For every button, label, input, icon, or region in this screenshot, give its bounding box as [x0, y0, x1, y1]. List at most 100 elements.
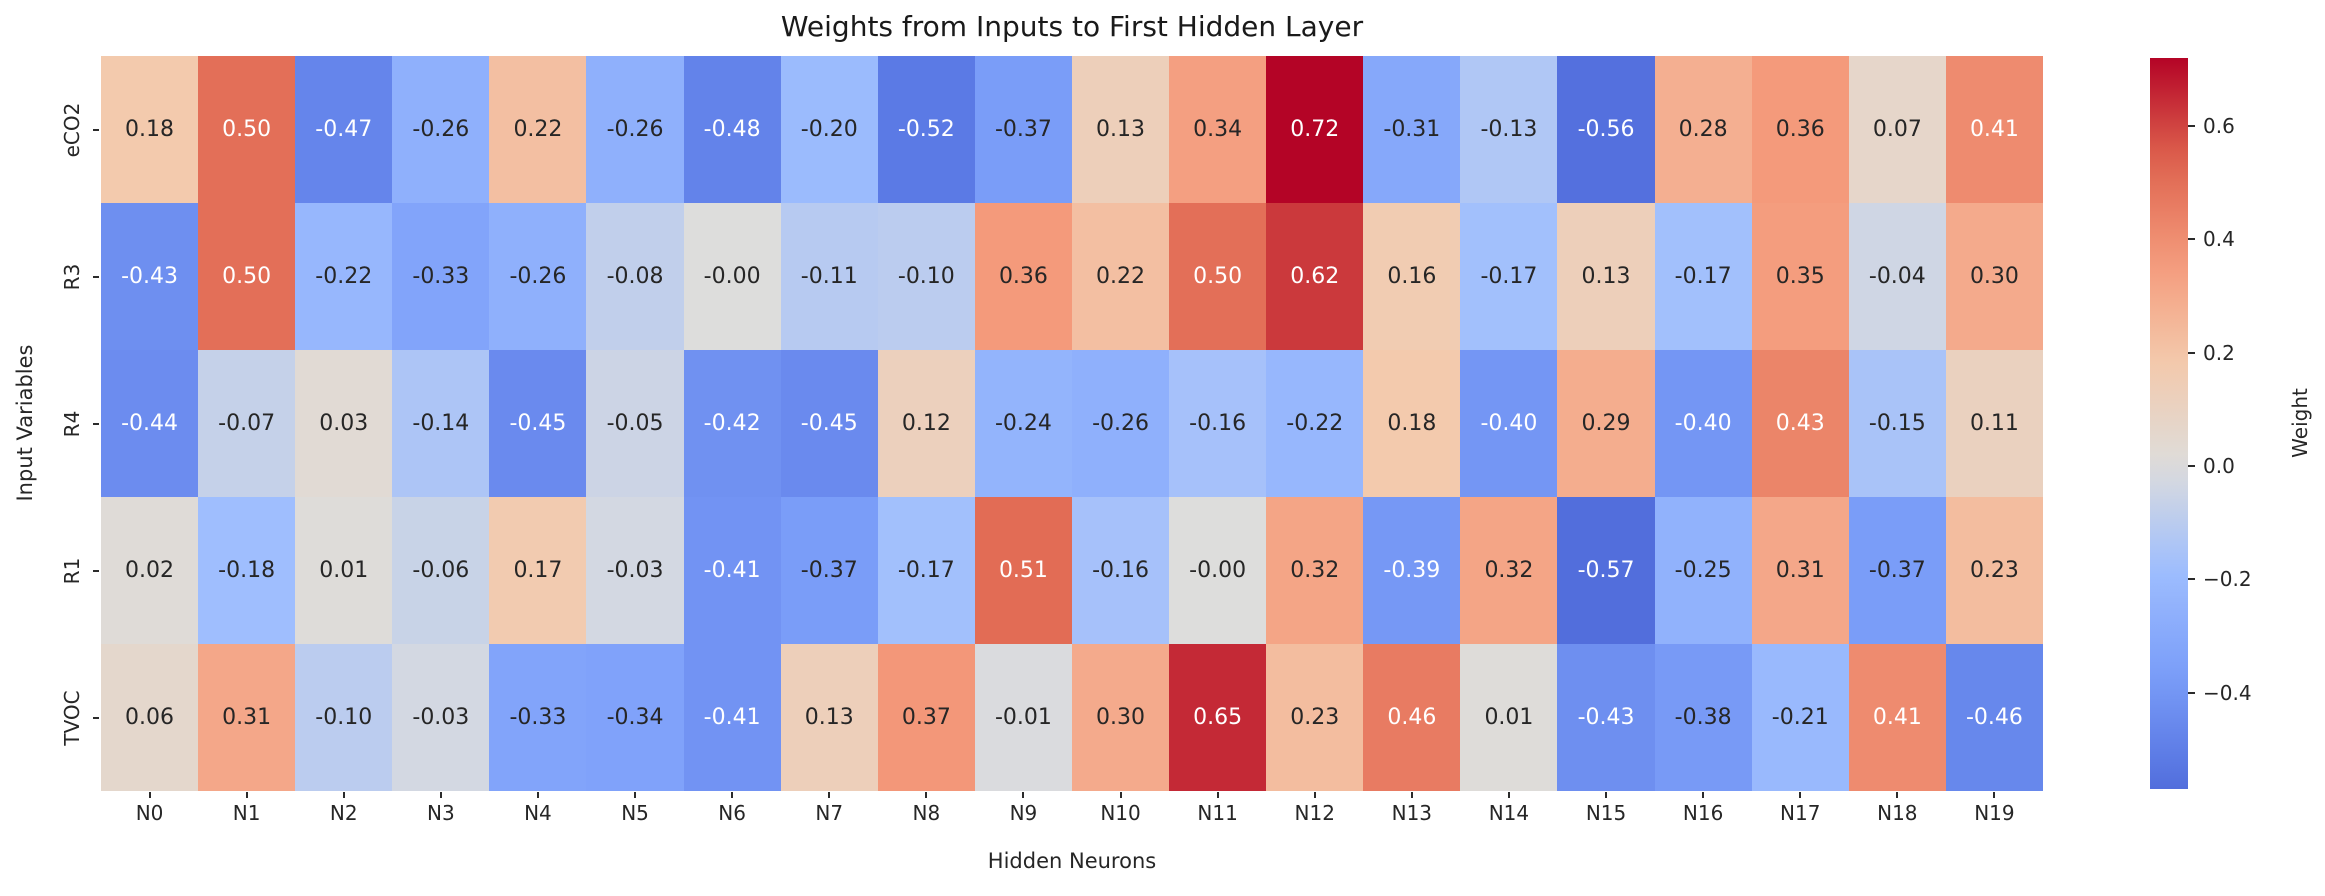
y-tick-label: TVOC [60, 689, 84, 746]
x-axis-label: Hidden Neurons [987, 849, 1157, 873]
heatmap-cell: 0.30 [1945, 203, 2043, 350]
x-tick-mark [1119, 792, 1122, 798]
heatmap-cell: -0.26 [1071, 350, 1170, 497]
heatmap-cell: -0.37 [1848, 497, 1946, 644]
y-tick-label: eCO2 [60, 102, 84, 157]
heatmap-cell: 0.16 [1363, 203, 1461, 350]
colorbar-label: Weight [2288, 388, 2312, 458]
heatmap-cell: -0.42 [683, 350, 781, 497]
x-tick-mark [439, 792, 442, 798]
x-tick-mark [1799, 792, 1802, 798]
heatmap-cell: -0.43 [1557, 644, 1655, 791]
heatmap-cell: 0.22 [489, 56, 587, 203]
x-tick-label: N7 [815, 801, 844, 825]
heatmap-cell: 0.65 [1169, 644, 1267, 791]
x-tick-label: N17 [1780, 801, 1821, 825]
heatmap-cell: -0.18 [198, 497, 296, 644]
heatmap-cell: -0.16 [1071, 497, 1170, 644]
heatmap-cell: 0.01 [295, 497, 393, 644]
heatmap-cell: -0.05 [586, 350, 684, 497]
heatmap-cell: 0.51 [974, 497, 1072, 644]
x-tick-mark [1896, 792, 1899, 798]
heatmap-cell: -0.26 [586, 56, 684, 203]
heatmap-cell: 0.36 [974, 203, 1072, 350]
colorbar-gradient [2150, 58, 2188, 789]
chart-title: Weights from Inputs to First Hidden Laye… [780, 10, 1364, 43]
heatmap-cell: 0.13 [1557, 203, 1655, 350]
heatmap-cell: 0.17 [489, 497, 587, 644]
heatmap-cell: 0.29 [1557, 350, 1655, 497]
x-tick-mark [828, 792, 831, 798]
heatmap-cell: -0.04 [1848, 203, 1946, 350]
heatmap-cell: -0.37 [974, 56, 1072, 203]
heatmap-cell: -0.34 [586, 644, 684, 791]
heatmap-cell: -0.41 [683, 644, 781, 791]
heatmap-cell: -0.10 [295, 644, 393, 791]
heatmap-cell: 0.34 [1169, 56, 1267, 203]
x-tick-label: N14 [1488, 801, 1530, 825]
x-tick-label: N0 [135, 801, 164, 825]
heatmap-cell: -0.06 [392, 497, 490, 644]
y-tick-label: R4 [60, 410, 84, 437]
heatmap-cell: -0.48 [683, 56, 781, 203]
heatmap-cell: 0.46 [1363, 644, 1461, 791]
heatmap-cell: 0.22 [1071, 203, 1170, 350]
heatmap-cell: 0.13 [780, 644, 878, 791]
heatmap-cell: -0.41 [683, 497, 781, 644]
heatmap-cell: -0.37 [780, 497, 878, 644]
heatmap-cell: -0.21 [1751, 644, 1849, 791]
colorbar-tick-mark [2188, 465, 2195, 467]
heatmap-cell: -0.56 [1557, 56, 1655, 203]
x-tick-mark [1022, 792, 1025, 798]
heatmap-cell: 0.18 [1363, 350, 1461, 497]
y-tick-label: R3 [60, 263, 84, 290]
heatmap-cell: -0.00 [683, 203, 781, 350]
heatmap-cell: -0.22 [295, 203, 393, 350]
x-tick-mark [148, 792, 151, 798]
heatmap-cell: -0.00 [1169, 497, 1267, 644]
heatmap-cell: -0.33 [489, 644, 587, 791]
x-tick-label: N2 [329, 801, 358, 825]
y-tick-label: R1 [60, 557, 84, 584]
x-tick-mark [1993, 792, 1996, 798]
heatmap-cell: -0.40 [1654, 350, 1752, 497]
x-tick-mark [1605, 792, 1608, 798]
x-tick-mark [925, 792, 928, 798]
colorbar-tick-label: −0.2 [2203, 567, 2252, 592]
heatmap-cell: 0.35 [1751, 203, 1849, 350]
heatmap-cell: 0.32 [1460, 497, 1558, 644]
heatmap-cell: -0.03 [586, 497, 684, 644]
heatmap-cell: -0.25 [1654, 497, 1752, 644]
heatmap-cell: 0.07 [1848, 56, 1946, 203]
heatmap-cell: -0.39 [1363, 497, 1461, 644]
colorbar-tick-mark [2188, 691, 2195, 694]
x-tick-label: N13 [1391, 801, 1433, 825]
heatmap-cell: 0.41 [1848, 644, 1946, 791]
heatmap-cell: -0.11 [780, 203, 878, 350]
heatmap-cell: -0.47 [295, 56, 393, 203]
heatmap-cell: 0.43 [1751, 350, 1849, 497]
heatmap-cell: 0.01 [1460, 644, 1558, 791]
heatmap-cell: -0.43 [101, 203, 199, 350]
y-tick-mark [93, 716, 99, 719]
x-tick-mark [1410, 792, 1413, 798]
heatmap-cell: -0.26 [392, 56, 490, 203]
heatmap-cell: 0.23 [1266, 644, 1364, 791]
x-tick-mark [1702, 792, 1705, 798]
heatmap-cell: 0.23 [1945, 497, 2043, 644]
heatmap-cell: -0.17 [1654, 203, 1752, 350]
heatmap-cell: -0.17 [1460, 203, 1558, 350]
x-tick-mark [1507, 792, 1510, 798]
heatmap-cell: 0.50 [198, 203, 296, 350]
colorbar-tick-label: 0.0 [2203, 454, 2235, 478]
y-tick-mark [93, 128, 99, 131]
heatmap-cell: 0.37 [877, 644, 975, 791]
heatmap-cell: 0.03 [295, 350, 393, 497]
x-tick-label: N8 [912, 801, 941, 825]
heatmap-cell: -0.31 [1363, 56, 1461, 203]
x-tick-mark [634, 792, 637, 798]
colorbar-tick-mark [2188, 351, 2195, 354]
heatmap-cell: -0.03 [392, 644, 490, 791]
heatmap-cell: -0.10 [877, 203, 975, 350]
heatmap-cell: -0.22 [1266, 350, 1364, 497]
